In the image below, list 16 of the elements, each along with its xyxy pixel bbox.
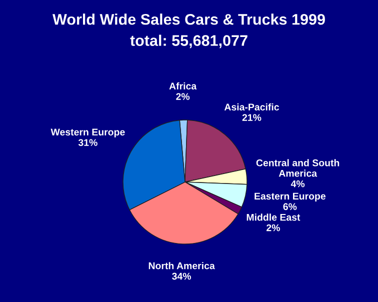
data-label: 2%	[266, 224, 280, 232]
data-label: 6%	[283, 203, 297, 210]
slice-label: Asia-Pacific	[224, 103, 280, 111]
slice-label: North America	[148, 262, 215, 270]
slice-label: Western Europe	[50, 128, 125, 138]
data-label: 34%	[172, 272, 192, 280]
slice-label: Middle East	[246, 214, 300, 221]
data-label: 21%	[242, 114, 262, 121]
data-label: 31%	[78, 139, 98, 146]
data-label: 2%	[176, 93, 190, 100]
slice-label: Central and South America	[256, 159, 340, 177]
data-label: 4%	[290, 180, 305, 188]
chart-title: World Wide Sales Cars & Trucks 1999	[52, 14, 325, 25]
chart-subtitle: total: 55,681,077	[130, 34, 248, 48]
slice-label: Africa	[169, 82, 197, 90]
slice-label: Eastern Europe	[254, 192, 326, 202]
